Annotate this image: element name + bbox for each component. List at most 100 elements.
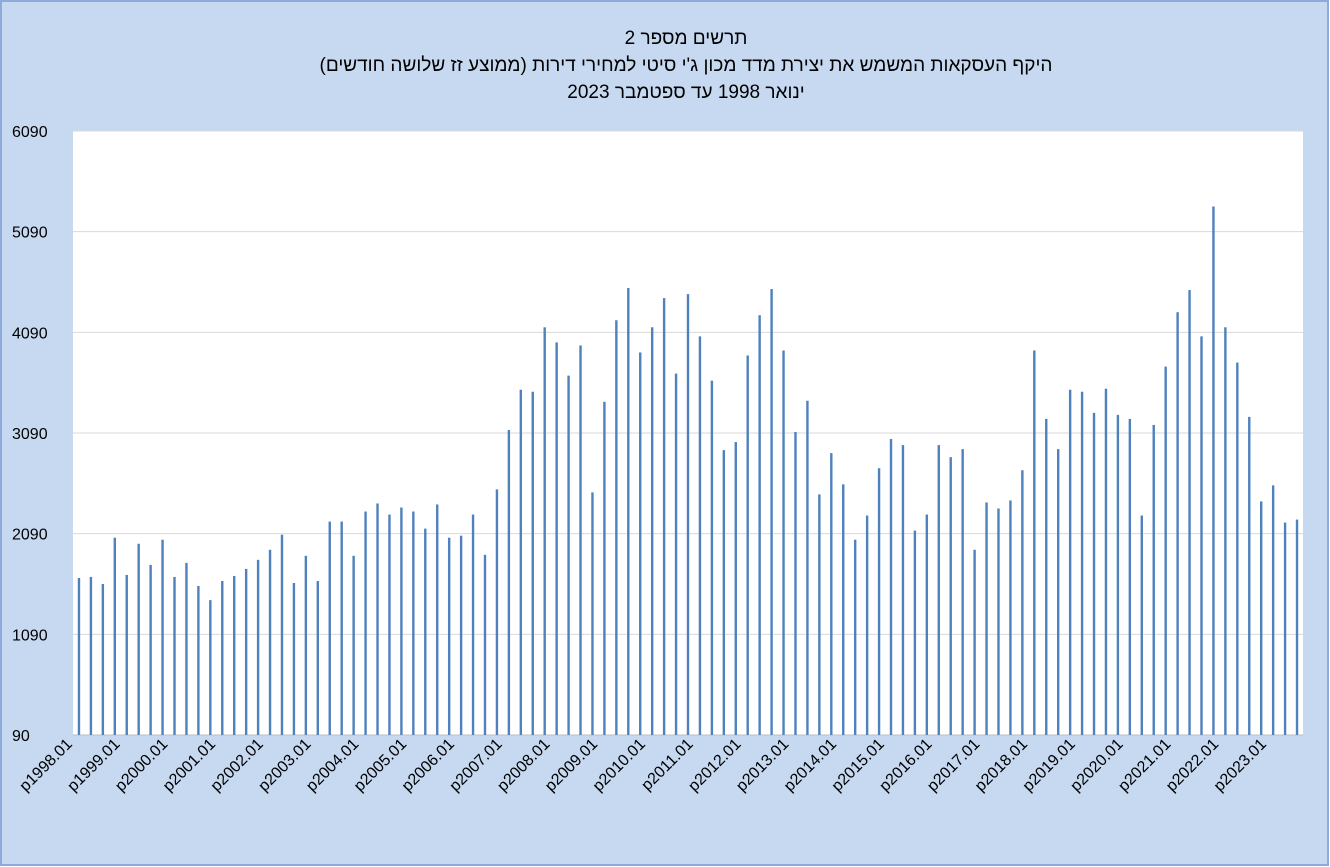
bar xyxy=(770,289,773,735)
bar xyxy=(949,457,952,735)
bar xyxy=(400,507,403,735)
bar xyxy=(842,484,845,735)
bar xyxy=(1260,501,1263,735)
bar xyxy=(531,391,534,735)
bar xyxy=(1116,414,1120,735)
bar xyxy=(388,514,391,735)
bar xyxy=(244,568,248,735)
bar xyxy=(710,380,714,735)
bar xyxy=(1248,416,1251,735)
bar xyxy=(1080,391,1084,735)
bar xyxy=(459,535,463,735)
bar xyxy=(913,530,917,735)
bar xyxy=(1140,515,1143,735)
bar xyxy=(1224,327,1227,735)
bar xyxy=(173,576,176,735)
bar xyxy=(436,504,439,735)
y-tick-label: 4090 xyxy=(12,325,48,342)
bar xyxy=(89,576,93,735)
bar xyxy=(352,555,355,735)
chart-subtitle: היקף העסקאות המשמש את יצירת מדד מכון ג'י… xyxy=(320,55,1053,76)
bar xyxy=(113,537,116,735)
bar xyxy=(853,539,857,735)
bar xyxy=(268,549,272,735)
chart-title: תרשים מספר 2 xyxy=(625,28,748,49)
bar xyxy=(364,511,367,735)
bar xyxy=(877,468,881,735)
bar xyxy=(961,449,964,735)
bar xyxy=(125,574,128,735)
bar xyxy=(101,584,105,735)
bar xyxy=(233,575,236,735)
bar xyxy=(292,582,296,735)
bar xyxy=(197,586,200,735)
bar xyxy=(937,445,940,735)
bar xyxy=(1271,485,1275,735)
bar xyxy=(185,562,188,735)
bar xyxy=(591,492,594,735)
bar xyxy=(137,543,140,735)
bar xyxy=(830,453,833,735)
bar xyxy=(340,521,343,735)
bar xyxy=(1021,470,1024,735)
bar xyxy=(1164,366,1167,735)
bar xyxy=(782,350,785,735)
bar xyxy=(674,373,678,735)
bar xyxy=(794,431,797,735)
bar xyxy=(316,580,320,735)
bar xyxy=(698,336,702,735)
y-tick-label: 90 xyxy=(12,728,30,745)
bar xyxy=(1128,418,1132,735)
bar xyxy=(328,521,331,735)
bar xyxy=(865,515,869,735)
bar xyxy=(997,508,1000,735)
bar xyxy=(639,352,642,735)
bar xyxy=(722,450,726,735)
bar xyxy=(471,514,475,735)
bar xyxy=(1092,412,1096,735)
bar xyxy=(1033,350,1036,735)
bar xyxy=(376,503,379,735)
bar xyxy=(734,442,737,735)
bar xyxy=(412,511,415,735)
bar xyxy=(1176,312,1179,735)
bar xyxy=(615,320,618,735)
bar xyxy=(256,559,260,735)
bar xyxy=(1188,290,1191,735)
bar xyxy=(1212,206,1215,735)
bar xyxy=(650,327,654,735)
bar xyxy=(507,429,511,735)
bar xyxy=(1068,389,1072,735)
bar xyxy=(1056,449,1060,735)
bar xyxy=(1104,388,1108,735)
bar xyxy=(149,564,152,735)
bar xyxy=(209,600,212,735)
bar xyxy=(818,494,821,735)
bar xyxy=(686,294,690,735)
chart-subtitle: ינואר 1998 עד ספטמבר 2023 xyxy=(567,82,804,103)
bar xyxy=(579,345,582,735)
bar xyxy=(662,298,666,735)
y-tick-label: 6090 xyxy=(12,124,48,141)
bar xyxy=(77,577,81,735)
bar xyxy=(495,489,499,735)
bar xyxy=(973,549,976,735)
bar xyxy=(567,375,570,735)
bar xyxy=(627,288,630,735)
bar xyxy=(543,327,546,735)
bar xyxy=(304,555,308,735)
y-tick-label: 3090 xyxy=(12,426,48,443)
bar xyxy=(746,355,749,735)
bar xyxy=(483,554,487,735)
bar xyxy=(985,502,988,735)
bar xyxy=(424,528,427,735)
bar xyxy=(280,534,284,735)
y-tick-label: 2090 xyxy=(12,527,48,544)
bar xyxy=(161,539,164,735)
bar xyxy=(806,400,809,735)
bar xyxy=(758,315,761,735)
y-tick-label: 5090 xyxy=(12,225,48,242)
bar xyxy=(901,445,905,735)
bar xyxy=(1283,522,1287,735)
